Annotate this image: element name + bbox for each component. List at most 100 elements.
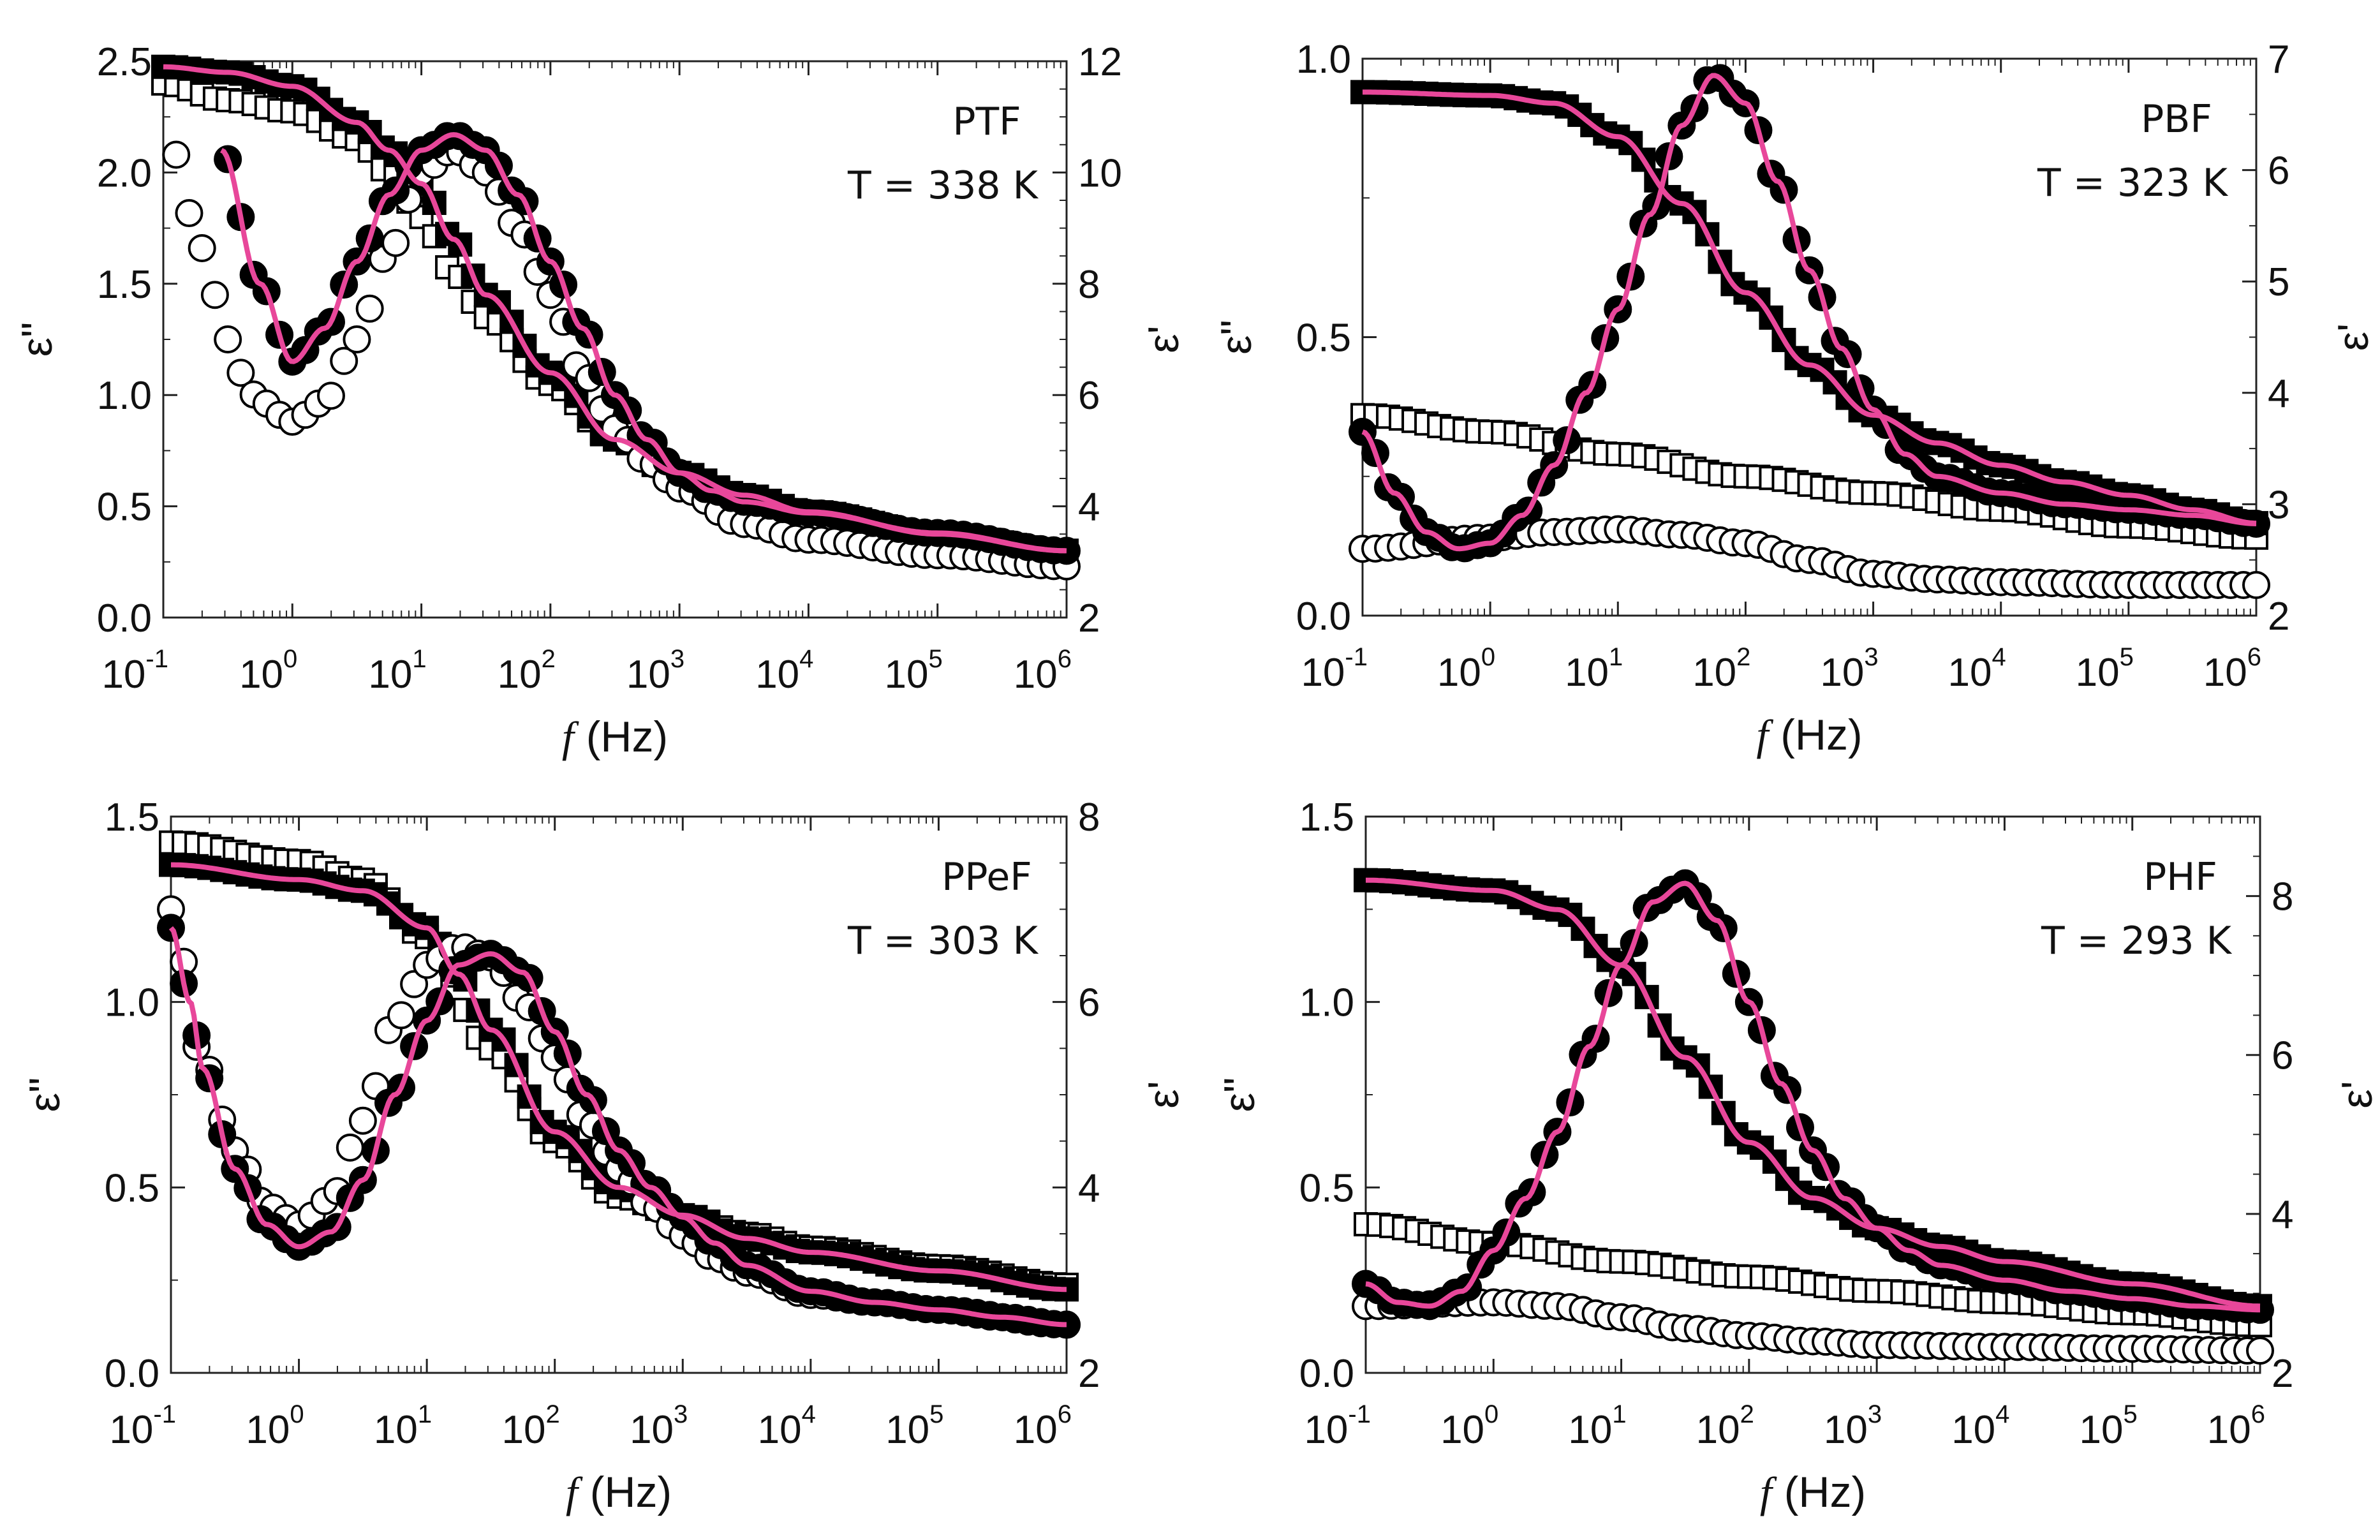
x-tick-label: 102 xyxy=(498,645,556,697)
x-tick-base: 10 xyxy=(1692,651,1736,695)
x-axis-label-unit: (Hz) xyxy=(578,1468,672,1516)
x-tick-exponent: 3 xyxy=(670,645,684,673)
x-axis-label: f (Hz) xyxy=(1756,711,1862,759)
x-tick-exponent: 0 xyxy=(1481,643,1495,671)
y-left-tick-label: 1.0 xyxy=(1299,981,1354,1025)
y-right-axis-label: ε' xyxy=(1139,325,1188,353)
y-left-tick-label: 1.0 xyxy=(105,981,159,1025)
y-left-tick-label: 1.0 xyxy=(97,374,152,418)
x-tick-label: 105 xyxy=(2079,1400,2137,1452)
sample-label: PHF xyxy=(2143,855,2217,900)
x-tick-base: 10 xyxy=(1948,651,1992,695)
x-tick-exponent: 4 xyxy=(802,1400,816,1428)
x-tick-base: 10 xyxy=(1568,1408,1612,1452)
y-right-tick-label: 6 xyxy=(1078,981,1100,1025)
x-tick-label: 100 xyxy=(246,1400,304,1452)
x-tick-base: 10 xyxy=(1820,651,1864,695)
y-right-tick-label: 3 xyxy=(2268,483,2289,527)
data-point-circle xyxy=(226,359,255,387)
data-point-square xyxy=(499,309,524,334)
data-point-circle xyxy=(188,233,216,262)
x-tick-exponent: 1 xyxy=(1609,643,1623,671)
y-right-tick-label: 4 xyxy=(1078,1166,1100,1210)
data-point-circle xyxy=(381,228,410,257)
x-tick-exponent: 4 xyxy=(1992,643,2006,671)
x-tick-base: 10 xyxy=(246,1408,290,1452)
x-tick-exponent: -1 xyxy=(1345,643,1368,671)
x-tick-base: 10 xyxy=(1014,653,1058,697)
sample-label: PBF xyxy=(2141,97,2212,142)
x-tick-exponent: 5 xyxy=(2120,643,2134,671)
y-right-tick-label: 8 xyxy=(1078,263,1100,307)
x-tick-label: 105 xyxy=(2076,643,2134,695)
x-tick-base: 10 xyxy=(1696,1408,1740,1452)
y-left-tick-label: 0.5 xyxy=(105,1166,159,1210)
x-tick-label: 10-1 xyxy=(109,1400,176,1452)
y-left-tick-label: 0.5 xyxy=(1299,1166,1354,1210)
x-tick-label: 100 xyxy=(1437,643,1495,695)
data-point-circle xyxy=(355,294,384,323)
y-right-tick-label: 2 xyxy=(2268,595,2289,639)
x-tick-label: 103 xyxy=(1824,1400,1882,1452)
data-point-circle xyxy=(387,1001,416,1030)
y-left-tick-label: 0.0 xyxy=(1299,1352,1354,1396)
y-right-tick-label: 8 xyxy=(2272,875,2293,919)
plot-frame xyxy=(170,815,1068,1374)
data-point-circle xyxy=(200,281,229,309)
x-tick-exponent: 1 xyxy=(1612,1400,1626,1428)
x-tick-base: 10 xyxy=(630,1408,674,1452)
x-tick-exponent: -1 xyxy=(1348,1400,1371,1428)
x-tick-base: 10 xyxy=(758,1408,802,1452)
y-left-tick-label: 1.5 xyxy=(1299,796,1354,840)
x-tick-base: 10 xyxy=(884,653,928,697)
x-tick-exponent: 6 xyxy=(2247,643,2261,671)
y-right-tick-label: 10 xyxy=(1078,151,1122,195)
series-square-open xyxy=(151,71,1079,563)
series-square-open xyxy=(1354,1212,2272,1338)
y-right-tick-label: 4 xyxy=(1078,485,1100,529)
x-tick-exponent: 5 xyxy=(2123,1400,2137,1428)
y-right-axis-label: ε' xyxy=(2329,323,2377,351)
data-point-circle xyxy=(400,970,429,998)
x-tick-label: 106 xyxy=(1014,645,1072,697)
data-point-square xyxy=(504,1053,529,1077)
data-point-circle xyxy=(2242,570,2270,599)
y-right-tick-label: 2 xyxy=(2272,1352,2293,1396)
y-right-tick-label: 2 xyxy=(1078,1352,1100,1396)
x-tick-label: 102 xyxy=(501,1400,559,1452)
y-left-axis-label: ε" xyxy=(1212,320,1260,354)
y-left-tick-label: 1.5 xyxy=(105,796,159,840)
panel-phf: 10-1 100 101 102 103 104 105 1060.00.51.01.5246… xyxy=(1215,796,2380,1516)
x-tick-base: 10 xyxy=(1014,1408,1058,1452)
x-axis-label: f (Hz) xyxy=(1760,1468,1866,1516)
x-tick-exponent: -1 xyxy=(145,645,168,673)
x-tick-label: 106 xyxy=(2207,1400,2265,1452)
x-tick-label: 104 xyxy=(758,1400,816,1452)
x-tick-label: 106 xyxy=(1014,1400,1072,1452)
x-tick-exponent: 2 xyxy=(1736,643,1750,671)
x-tick-exponent: 5 xyxy=(929,1400,943,1428)
x-tick-label: 102 xyxy=(1692,643,1750,695)
x-tick-base: 10 xyxy=(109,1408,153,1452)
fit-line xyxy=(1361,73,2257,552)
sample-label: PPeF xyxy=(942,855,1032,900)
x-tick-label: 101 xyxy=(374,1400,432,1452)
data-point-circle xyxy=(336,1133,364,1162)
x-tick-exponent: 0 xyxy=(290,1400,304,1428)
y-left-axis-label: ε" xyxy=(1215,1077,1264,1112)
y-left-tick-label: 0.5 xyxy=(97,485,152,529)
x-tick-base: 10 xyxy=(1951,1408,1995,1452)
temperature-label: T = 293 K xyxy=(2041,919,2233,963)
x-tick-exponent: 5 xyxy=(928,645,942,673)
x-tick-label: 102 xyxy=(1696,1400,1754,1452)
y-left-tick-label: 1.0 xyxy=(1296,38,1351,82)
x-axis-label: f (Hz) xyxy=(562,713,668,761)
x-tick-exponent: 6 xyxy=(2251,1400,2265,1428)
x-tick-exponent: 3 xyxy=(1864,643,1878,671)
panel-ppef: 10-1 100 101 102 103 104 105 1060.00.51.01.5246… xyxy=(20,796,1188,1516)
x-tick-label: 104 xyxy=(1951,1400,2009,1452)
y-right-tick-label: 2 xyxy=(1078,596,1100,640)
x-tick-base: 10 xyxy=(498,653,542,697)
fit-line xyxy=(171,862,1067,1292)
